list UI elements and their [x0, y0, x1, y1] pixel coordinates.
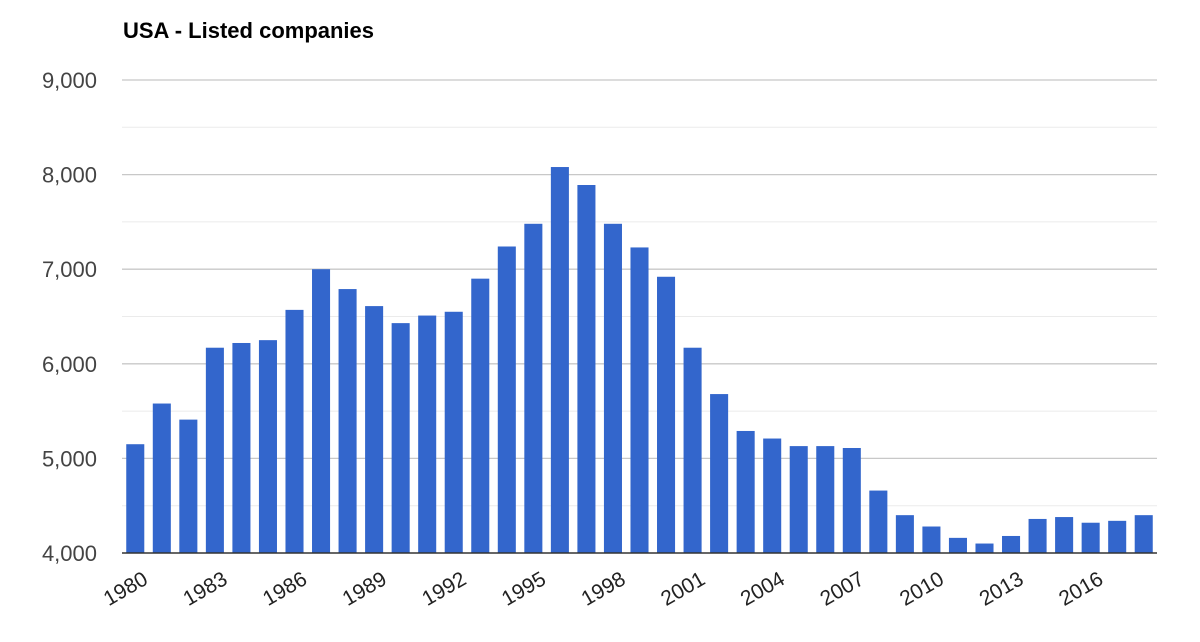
x-tick-label: 1983 [179, 567, 231, 610]
bar-1986[interactable] [285, 309, 304, 553]
x-tick-label: 2016 [1055, 567, 1107, 610]
bar-1989[interactable] [365, 306, 384, 553]
x-tick-label: 1980 [100, 567, 152, 610]
y-tick-label: 6,000 [42, 352, 97, 377]
chart-title: USA - Listed companies [123, 18, 375, 43]
bar-layer [126, 167, 1153, 554]
bar-1996[interactable] [550, 167, 569, 554]
bar-1981[interactable] [152, 403, 171, 553]
bar-1998[interactable] [603, 223, 622, 554]
bar-2005[interactable] [789, 446, 808, 553]
bar-2012[interactable] [975, 543, 994, 553]
bar-2004[interactable] [763, 438, 782, 553]
y-tick-label: 9,000 [42, 68, 97, 93]
bar-2006[interactable] [816, 446, 835, 553]
x-tick-labels: 1980 1983 1986 1989 1992 1995 1998 2001 2004 2007… [100, 567, 1107, 610]
bar-2003[interactable] [736, 430, 755, 553]
bar-1993[interactable] [471, 278, 490, 553]
bar-1984[interactable] [232, 342, 251, 553]
bar-2010[interactable] [922, 526, 941, 553]
bar-1982[interactable] [179, 419, 198, 553]
bar-2001[interactable] [683, 347, 702, 553]
x-tick-label: 2001 [657, 567, 709, 610]
bar-2013[interactable] [1002, 535, 1021, 553]
bar-1995[interactable] [524, 223, 543, 554]
bar-2017[interactable] [1108, 520, 1127, 553]
bar-1991[interactable] [418, 315, 437, 553]
bar-1992[interactable] [444, 311, 463, 553]
bar-1985[interactable] [258, 340, 277, 553]
bar-2018[interactable] [1134, 515, 1153, 553]
bar-2015[interactable] [1055, 517, 1074, 553]
bar-2009[interactable] [895, 515, 914, 553]
bar-2008[interactable] [869, 490, 888, 553]
bar-2000[interactable] [657, 276, 676, 553]
y-tick-label: 8,000 [42, 163, 97, 188]
y-tick-label: 4,000 [42, 541, 97, 566]
x-tick-label: 1989 [339, 567, 391, 610]
x-tick-label: 1995 [498, 567, 550, 610]
bar-2014[interactable] [1028, 518, 1047, 553]
bar-1997[interactable] [577, 185, 596, 554]
x-tick-label: 1992 [418, 567, 470, 610]
bar-1987[interactable] [312, 269, 331, 553]
x-tick-label: 2013 [976, 567, 1028, 610]
x-tick-label: 2010 [896, 567, 948, 610]
x-tick-label: 2004 [737, 567, 789, 610]
y-tick-labels: 4,000 5,000 6,000 7,000 8,000 9,000 [42, 68, 97, 566]
bar-1980[interactable] [126, 444, 145, 553]
bar-1988[interactable] [338, 289, 357, 553]
bar-1994[interactable] [497, 246, 516, 553]
bar-1999[interactable] [630, 247, 649, 553]
y-tick-label: 5,000 [42, 446, 97, 471]
x-tick-label: 2007 [816, 567, 868, 610]
x-tick-label: 1986 [259, 567, 311, 610]
bar-1990[interactable] [391, 323, 410, 553]
bar-1983[interactable] [205, 347, 224, 553]
bar-2011[interactable] [948, 537, 967, 553]
bar-2002[interactable] [710, 394, 729, 553]
x-tick-label: 1998 [578, 567, 630, 610]
bar-2016[interactable] [1081, 522, 1100, 553]
bar-2007[interactable] [842, 447, 861, 553]
y-tick-label: 7,000 [42, 257, 97, 282]
